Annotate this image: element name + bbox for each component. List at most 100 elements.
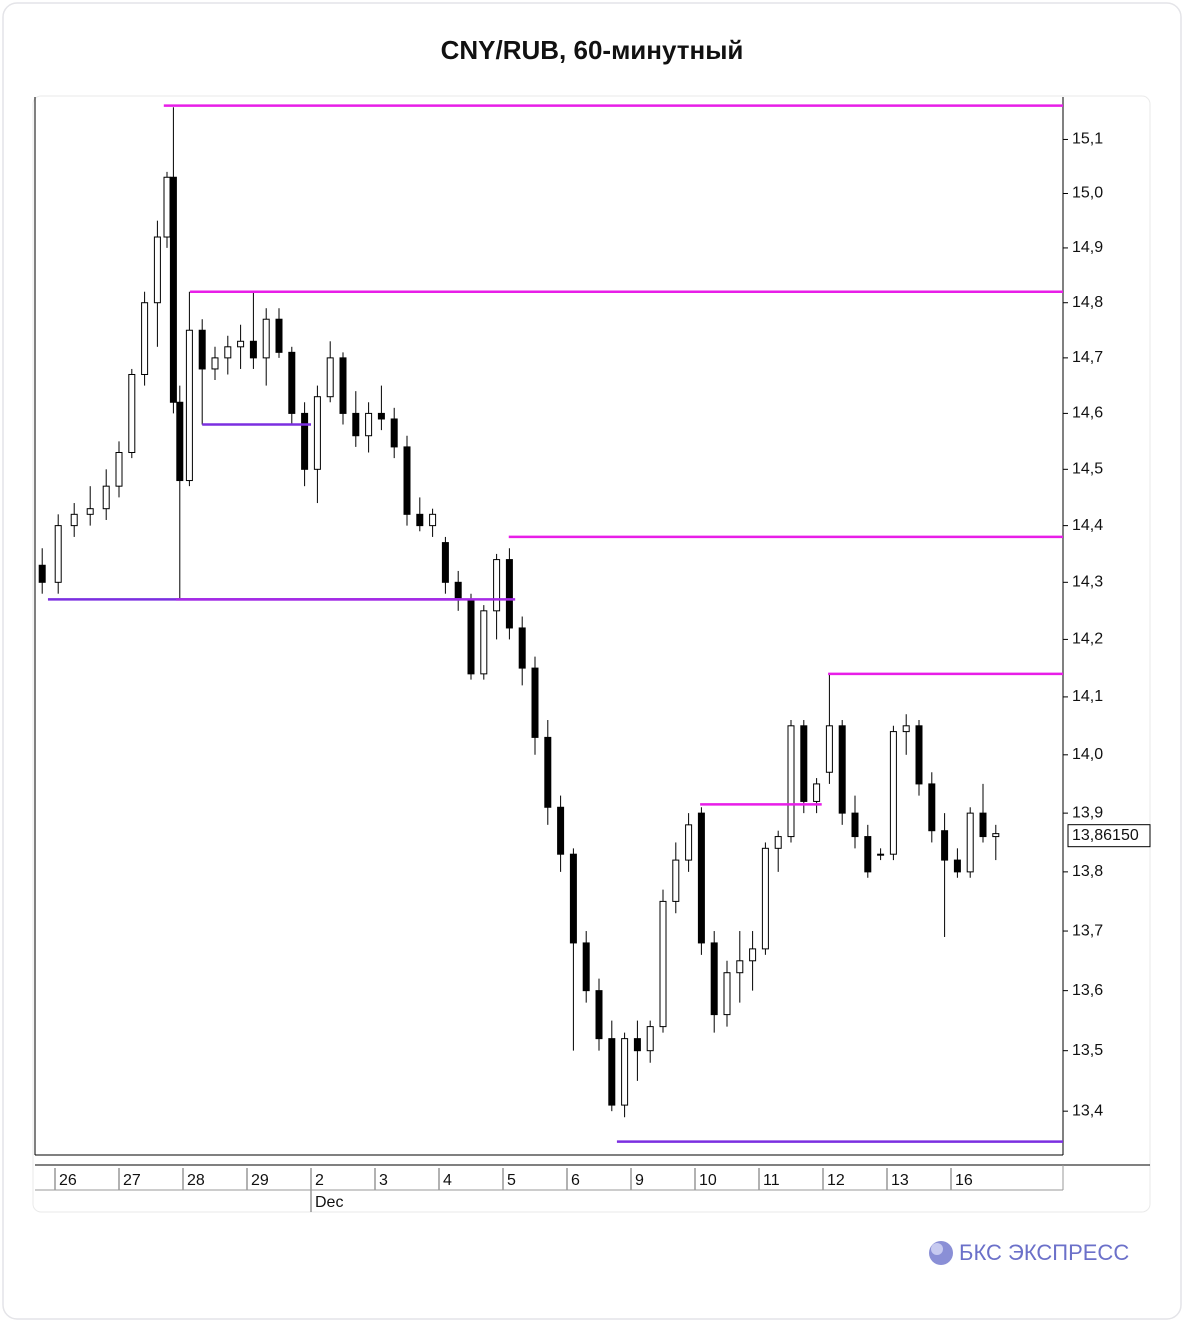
candle-body: [672, 859, 680, 902]
candle-body: [557, 806, 565, 855]
candle-body: [86, 508, 94, 515]
y-tick-label: 14,3: [1072, 574, 1103, 591]
candle-body: [301, 412, 309, 470]
candle-body: [326, 357, 334, 398]
candle-body: [38, 564, 46, 583]
candle-body: [237, 340, 245, 348]
x-tick-label: 11: [763, 1172, 780, 1189]
candle-body: [800, 725, 808, 802]
candle-body: [141, 302, 149, 375]
candle-body: [339, 357, 347, 414]
candle-body: [710, 942, 718, 1016]
x-tick-label: 12: [827, 1172, 845, 1189]
candle-body: [429, 513, 437, 527]
candle-body: [941, 830, 949, 861]
candle-body: [211, 357, 219, 370]
candle-body: [454, 581, 462, 600]
x-tick-label: 29: [251, 1172, 269, 1189]
y-tick-label: 13,5: [1072, 1042, 1103, 1059]
brand-name: БКС ЭКСПРЕСС: [959, 1240, 1129, 1265]
candle-body: [115, 452, 123, 487]
y-tick-label: 14,4: [1072, 517, 1103, 534]
candle-body: [915, 725, 923, 785]
y-tick-label: 13,9: [1072, 804, 1103, 821]
x-tick-label: 26: [59, 1172, 77, 1189]
candle-body: [685, 824, 693, 861]
candle-body: [928, 783, 936, 832]
x-tick-label: 13: [891, 1172, 909, 1189]
y-tick-label: 14,1: [1072, 688, 1103, 705]
candle-body: [352, 412, 360, 437]
candle-body: [813, 783, 821, 802]
candle-body: [825, 725, 833, 773]
candle-body: [749, 948, 757, 962]
y-tick-label: 13,6: [1072, 982, 1103, 999]
candle-body: [787, 725, 795, 838]
candle-body: [249, 340, 257, 359]
candle-body: [441, 542, 449, 583]
candle-body: [493, 559, 501, 612]
candle-body: [774, 836, 782, 849]
candle-body: [902, 725, 910, 733]
chart-frame: [32, 95, 1151, 1213]
candle-body: [70, 513, 78, 527]
candle-body: [877, 853, 885, 856]
y-tick-label: 13,4: [1072, 1102, 1103, 1119]
x-tick-label: 3: [379, 1172, 388, 1189]
candle-body: [224, 346, 232, 359]
candle-body: [390, 418, 398, 448]
y-tick-label: 14,7: [1072, 349, 1103, 366]
candle-body: [169, 176, 177, 403]
candle-body: [313, 396, 321, 470]
candle-body: [262, 318, 270, 359]
candle-body: [505, 559, 513, 629]
candle-body: [723, 972, 731, 1016]
candle-body: [646, 1026, 654, 1052]
candle-body: [992, 833, 1000, 838]
candle-body: [953, 859, 961, 873]
x-tick-label: 10: [699, 1172, 717, 1189]
candle-body: [608, 1038, 616, 1106]
x-tick-label: 4: [443, 1172, 452, 1189]
x-tick-label: 2: [315, 1172, 324, 1189]
x-tick-label: 6: [571, 1172, 580, 1189]
y-tick-label: 14,2: [1072, 631, 1103, 648]
candle-body: [416, 513, 424, 527]
last-price-box: [1067, 824, 1151, 848]
candle-body: [403, 446, 411, 515]
candle-body: [275, 318, 283, 353]
candle-body: [480, 610, 488, 675]
candle-body: [176, 401, 184, 482]
candle-body: [966, 812, 974, 873]
candle-body: [569, 853, 577, 944]
y-tick-label: 14,8: [1072, 294, 1103, 311]
candle-body: [128, 373, 136, 454]
candle-body: [851, 812, 859, 838]
candle-body: [102, 485, 110, 510]
x-tick-label: 16: [955, 1172, 973, 1189]
candle-body: [582, 942, 590, 992]
candle-body: [595, 990, 603, 1040]
candle-body: [633, 1038, 641, 1052]
candle-body: [531, 667, 539, 738]
candle-body: [377, 412, 385, 420]
candle-body: [198, 329, 206, 370]
x-tick-label: 28: [187, 1172, 205, 1189]
candle-body: [185, 329, 193, 482]
candle-body: [544, 736, 552, 808]
candle-body: [659, 900, 667, 1028]
brand-logo-shine: [931, 1243, 943, 1255]
month-label: Dec: [315, 1194, 343, 1211]
x-tick-label: 27: [123, 1172, 141, 1189]
candle-body: [54, 525, 62, 583]
candle-body: [288, 351, 296, 414]
chart-title: CNY/RUB, 60-минутный: [441, 35, 744, 65]
candle-body: [864, 836, 872, 873]
candle-body: [163, 176, 171, 238]
candle-body: [467, 598, 475, 675]
candle-body: [365, 412, 373, 437]
candle-body: [889, 731, 897, 855]
candle-body: [736, 960, 744, 974]
y-tick-label: 14,9: [1072, 239, 1103, 256]
plot: 15,1 15,0 14,9 14,8 14,7 14,6 14,5 14,4 14,3 14,2…: [34, 97, 1151, 1212]
